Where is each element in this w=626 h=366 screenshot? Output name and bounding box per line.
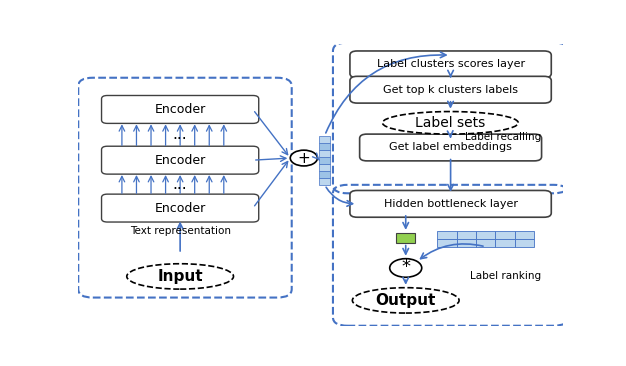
Bar xyxy=(515,239,535,247)
Bar xyxy=(319,171,330,178)
Text: Text representation: Text representation xyxy=(130,226,230,236)
Text: Encoder: Encoder xyxy=(155,103,206,116)
Text: Encoder: Encoder xyxy=(155,202,206,214)
Bar xyxy=(456,231,476,239)
FancyBboxPatch shape xyxy=(350,190,552,217)
Text: ...: ... xyxy=(173,177,187,192)
FancyBboxPatch shape xyxy=(101,194,259,222)
Bar xyxy=(456,239,476,247)
FancyBboxPatch shape xyxy=(101,146,259,174)
Text: Get label embeddings: Get label embeddings xyxy=(389,142,512,153)
Text: *: * xyxy=(401,258,410,276)
Text: Encoder: Encoder xyxy=(155,154,206,167)
FancyBboxPatch shape xyxy=(350,76,552,103)
Text: Output: Output xyxy=(376,293,436,308)
Ellipse shape xyxy=(352,288,459,313)
FancyBboxPatch shape xyxy=(359,134,541,161)
Text: Label clusters scores layer: Label clusters scores layer xyxy=(377,59,525,69)
Bar xyxy=(496,231,515,239)
Text: Get top k clusters labels: Get top k clusters labels xyxy=(383,85,518,95)
Bar xyxy=(319,164,330,171)
Bar xyxy=(515,231,535,239)
Text: +: + xyxy=(297,150,310,165)
Text: ...: ... xyxy=(173,127,187,142)
Bar xyxy=(476,239,496,247)
Circle shape xyxy=(390,259,422,277)
Bar xyxy=(319,143,330,150)
Bar xyxy=(476,231,496,239)
Bar xyxy=(437,231,456,239)
Text: Hidden bottleneck layer: Hidden bottleneck layer xyxy=(384,199,518,209)
Bar xyxy=(496,239,515,247)
Bar xyxy=(319,150,330,157)
Bar xyxy=(396,233,416,243)
Bar xyxy=(437,239,456,247)
Text: Label sets: Label sets xyxy=(415,116,486,130)
FancyBboxPatch shape xyxy=(101,96,259,123)
Bar xyxy=(319,178,330,185)
Text: Label ranking: Label ranking xyxy=(471,272,541,281)
Bar xyxy=(319,157,330,164)
Ellipse shape xyxy=(126,264,233,289)
Text: Label recalling: Label recalling xyxy=(465,132,541,142)
Bar xyxy=(319,135,330,143)
Text: Input: Input xyxy=(157,269,203,284)
FancyBboxPatch shape xyxy=(350,51,552,78)
Ellipse shape xyxy=(382,112,518,134)
Circle shape xyxy=(290,150,317,166)
